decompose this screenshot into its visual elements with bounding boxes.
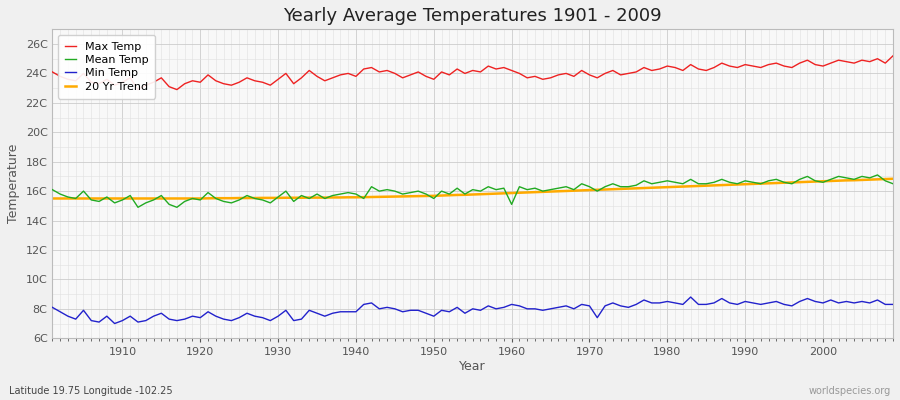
20 Yr Trend — [109, 196, 120, 201]
Max Temp — [288, 81, 299, 86]
Min Temp — [608, 300, 618, 305]
Min Temp — [685, 295, 696, 300]
Line: Max Temp: Max Temp — [52, 56, 893, 90]
Max Temp — [514, 71, 525, 76]
20 Yr Trend — [887, 176, 898, 181]
20 Yr Trend — [328, 195, 338, 200]
Max Temp — [887, 53, 898, 58]
20 Yr Trend — [506, 191, 517, 196]
Min Temp — [506, 302, 517, 307]
Min Temp — [47, 305, 58, 310]
Min Temp — [117, 318, 128, 323]
Mean Temp — [514, 184, 525, 189]
Max Temp — [132, 87, 143, 92]
Min Temp — [335, 309, 346, 314]
Mean Temp — [872, 172, 883, 177]
Max Temp — [335, 72, 346, 77]
20 Yr Trend — [281, 195, 292, 200]
20 Yr Trend — [599, 187, 610, 192]
Max Temp — [47, 70, 58, 74]
Max Temp — [608, 68, 618, 73]
Mean Temp — [608, 181, 618, 186]
Min Temp — [288, 318, 299, 323]
Min Temp — [514, 304, 525, 308]
20 Yr Trend — [47, 196, 58, 201]
Max Temp — [109, 83, 120, 88]
Mean Temp — [288, 199, 299, 204]
Legend: Max Temp, Mean Temp, Min Temp, 20 Yr Trend: Max Temp, Mean Temp, Min Temp, 20 Yr Tre… — [58, 35, 155, 99]
20 Yr Trend — [499, 191, 509, 196]
Mean Temp — [887, 181, 898, 186]
Line: Min Temp: Min Temp — [52, 297, 893, 324]
Mean Temp — [132, 205, 143, 210]
Mean Temp — [109, 200, 120, 205]
Line: 20 Yr Trend: 20 Yr Trend — [52, 179, 893, 198]
Title: Yearly Average Temperatures 1901 - 2009: Yearly Average Temperatures 1901 - 2009 — [284, 7, 662, 25]
Y-axis label: Temperature: Temperature — [7, 144, 20, 224]
Mean Temp — [335, 192, 346, 196]
Min Temp — [887, 302, 898, 307]
Max Temp — [506, 68, 517, 73]
Text: worldspecies.org: worldspecies.org — [809, 386, 891, 396]
Mean Temp — [47, 187, 58, 192]
X-axis label: Year: Year — [459, 360, 486, 373]
Text: Latitude 19.75 Longitude -102.25: Latitude 19.75 Longitude -102.25 — [9, 386, 173, 396]
Min Temp — [109, 321, 120, 326]
Mean Temp — [506, 202, 517, 207]
Line: Mean Temp: Mean Temp — [52, 175, 893, 207]
